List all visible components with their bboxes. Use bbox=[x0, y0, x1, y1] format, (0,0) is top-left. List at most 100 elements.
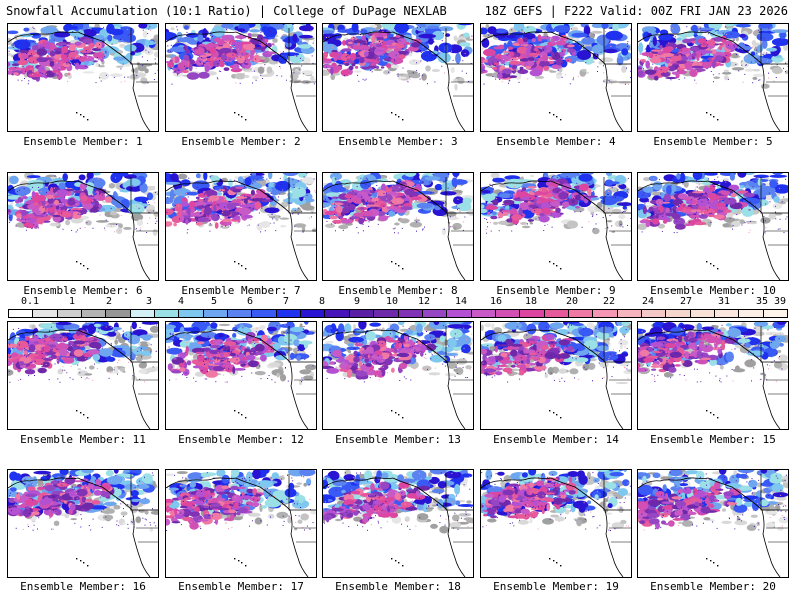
colorbar-tick-label: 31 bbox=[717, 296, 731, 307]
colorbar-swatch bbox=[374, 310, 399, 317]
ensemble-member-label: Ensemble Member: 19 bbox=[493, 580, 619, 593]
chart-title: Snowfall Accumulation (10:1 Ratio) | Col… bbox=[6, 4, 447, 18]
snowfall-map bbox=[323, 173, 473, 280]
snowfall-map bbox=[481, 24, 631, 131]
snowfall-map bbox=[8, 173, 158, 280]
colorbar-tick-label: 22 bbox=[602, 296, 616, 307]
colorbar-swatch bbox=[520, 310, 545, 317]
colorbar-swatch bbox=[203, 310, 229, 317]
colorbar-tick-label: 5 bbox=[210, 296, 218, 307]
colorbar-tick-label: 9 bbox=[353, 296, 361, 307]
colorbar-swatch bbox=[57, 310, 83, 317]
ensemble-map-panel bbox=[322, 469, 474, 578]
ensemble-map-panel bbox=[165, 23, 317, 132]
ensemble-member-label: Ensemble Member: 12 bbox=[178, 433, 304, 446]
ensemble-map-panel bbox=[7, 469, 159, 578]
ensemble-map-panel bbox=[637, 172, 789, 281]
model-run-info: 18Z GEFS | F222 Valid: 00Z FRI JAN 23 20… bbox=[484, 4, 788, 18]
colorbar-swatch bbox=[398, 310, 423, 317]
colorbar-swatch bbox=[495, 310, 521, 317]
ensemble-map-panel bbox=[480, 469, 632, 578]
colorbar-tick-label: 1 bbox=[68, 296, 76, 307]
colorbar-swatch bbox=[301, 310, 326, 317]
snowfall-map bbox=[323, 470, 473, 577]
snowfall-map bbox=[323, 322, 473, 429]
ensemble-map-panel bbox=[637, 23, 789, 132]
colorbar-swatch bbox=[325, 310, 350, 317]
colorbar-tick-label: 18 bbox=[524, 296, 538, 307]
colorbar-swatch bbox=[666, 310, 691, 317]
ensemble-member-label: Ensemble Member: 9 bbox=[496, 284, 616, 297]
snowfall-map bbox=[166, 470, 316, 577]
colorbar-swatch bbox=[82, 310, 107, 317]
colorbar-tick-label: 10 bbox=[385, 296, 399, 307]
ensemble-member-label: Ensemble Member: 17 bbox=[178, 580, 304, 593]
colorbar-swatch bbox=[471, 310, 496, 317]
ensemble-map-panel bbox=[637, 321, 789, 430]
colorbar-swatch bbox=[690, 310, 715, 317]
ensemble-member-label: Ensemble Member: 20 bbox=[650, 580, 776, 593]
snowfall-map bbox=[638, 470, 788, 577]
snowfall-map bbox=[8, 322, 158, 429]
colorbar-tick-label: 0.1 bbox=[20, 296, 40, 307]
colorbar-tick-label: 14 bbox=[454, 296, 468, 307]
colorbar-swatch bbox=[252, 310, 277, 317]
colorbar-swatch bbox=[739, 310, 764, 317]
snowfall-map bbox=[8, 24, 158, 131]
snowfall-map bbox=[323, 24, 473, 131]
ensemble-member-label: Ensemble Member: 5 bbox=[653, 135, 773, 148]
colorbar-swatch bbox=[544, 310, 569, 317]
snowfall-map bbox=[638, 24, 788, 131]
ensemble-member-label: Ensemble Member: 13 bbox=[335, 433, 461, 446]
snowfall-map bbox=[481, 470, 631, 577]
colorbar-tick-label: 12 bbox=[417, 296, 431, 307]
colorbar-swatch bbox=[617, 310, 642, 317]
ensemble-member-label: Ensemble Member: 15 bbox=[650, 433, 776, 446]
ensemble-map-panel bbox=[165, 321, 317, 430]
ensemble-map-panel bbox=[165, 172, 317, 281]
colorbar-swatch bbox=[106, 310, 131, 317]
colorbar-swatch bbox=[763, 310, 787, 317]
colorbar-tick-label: 27 bbox=[679, 296, 693, 307]
colorbar-swatch bbox=[276, 310, 302, 317]
ensemble-map-panel bbox=[322, 172, 474, 281]
ensemble-member-label: Ensemble Member: 2 bbox=[181, 135, 301, 148]
ensemble-member-label: Ensemble Member: 4 bbox=[496, 135, 616, 148]
colorbar-tick-label: 3 bbox=[145, 296, 153, 307]
ensemble-map-panel bbox=[322, 23, 474, 132]
colorbar-swatch bbox=[155, 310, 180, 317]
ensemble-map-panel bbox=[165, 469, 317, 578]
colorbar-tick-label: 2 bbox=[105, 296, 113, 307]
colorbar-swatch bbox=[9, 310, 34, 317]
ensemble-map-panel bbox=[480, 321, 632, 430]
colorbar-swatch bbox=[349, 310, 375, 317]
snowfall-map bbox=[638, 322, 788, 429]
snowfall-map bbox=[638, 173, 788, 280]
ensemble-member-label: Ensemble Member: 1 bbox=[23, 135, 143, 148]
colorbar-swatch bbox=[179, 310, 204, 317]
ensemble-map-panel bbox=[480, 172, 632, 281]
snowfall-map bbox=[481, 322, 631, 429]
snowfall-map bbox=[481, 173, 631, 280]
ensemble-map-panel bbox=[7, 23, 159, 132]
ensemble-member-label: Ensemble Member: 6 bbox=[23, 284, 143, 297]
ensemble-map-panel bbox=[637, 469, 789, 578]
colorbar-swatch bbox=[422, 310, 448, 317]
colorbar-tick-label: 16 bbox=[489, 296, 503, 307]
ensemble-member-label: Ensemble Member: 10 bbox=[650, 284, 776, 297]
ensemble-member-label: Ensemble Member: 18 bbox=[335, 580, 461, 593]
snowfall-map bbox=[166, 24, 316, 131]
colorbar-swatch bbox=[568, 310, 594, 317]
ensemble-member-label: Ensemble Member: 11 bbox=[20, 433, 146, 446]
ensemble-member-label: Ensemble Member: 16 bbox=[20, 580, 146, 593]
colorbar-tick-label: 39 bbox=[773, 296, 787, 307]
colorbar-tick-label: 35 bbox=[755, 296, 769, 307]
snowfall-map bbox=[166, 322, 316, 429]
colorbar-tick-label: 24 bbox=[641, 296, 655, 307]
ensemble-map-panel bbox=[7, 321, 159, 430]
colorbar-swatch bbox=[593, 310, 618, 317]
ensemble-map-panel bbox=[7, 172, 159, 281]
ensemble-member-label: Ensemble Member: 3 bbox=[338, 135, 458, 148]
colorbar-swatch bbox=[641, 310, 667, 317]
ensemble-member-label: Ensemble Member: 8 bbox=[338, 284, 458, 297]
